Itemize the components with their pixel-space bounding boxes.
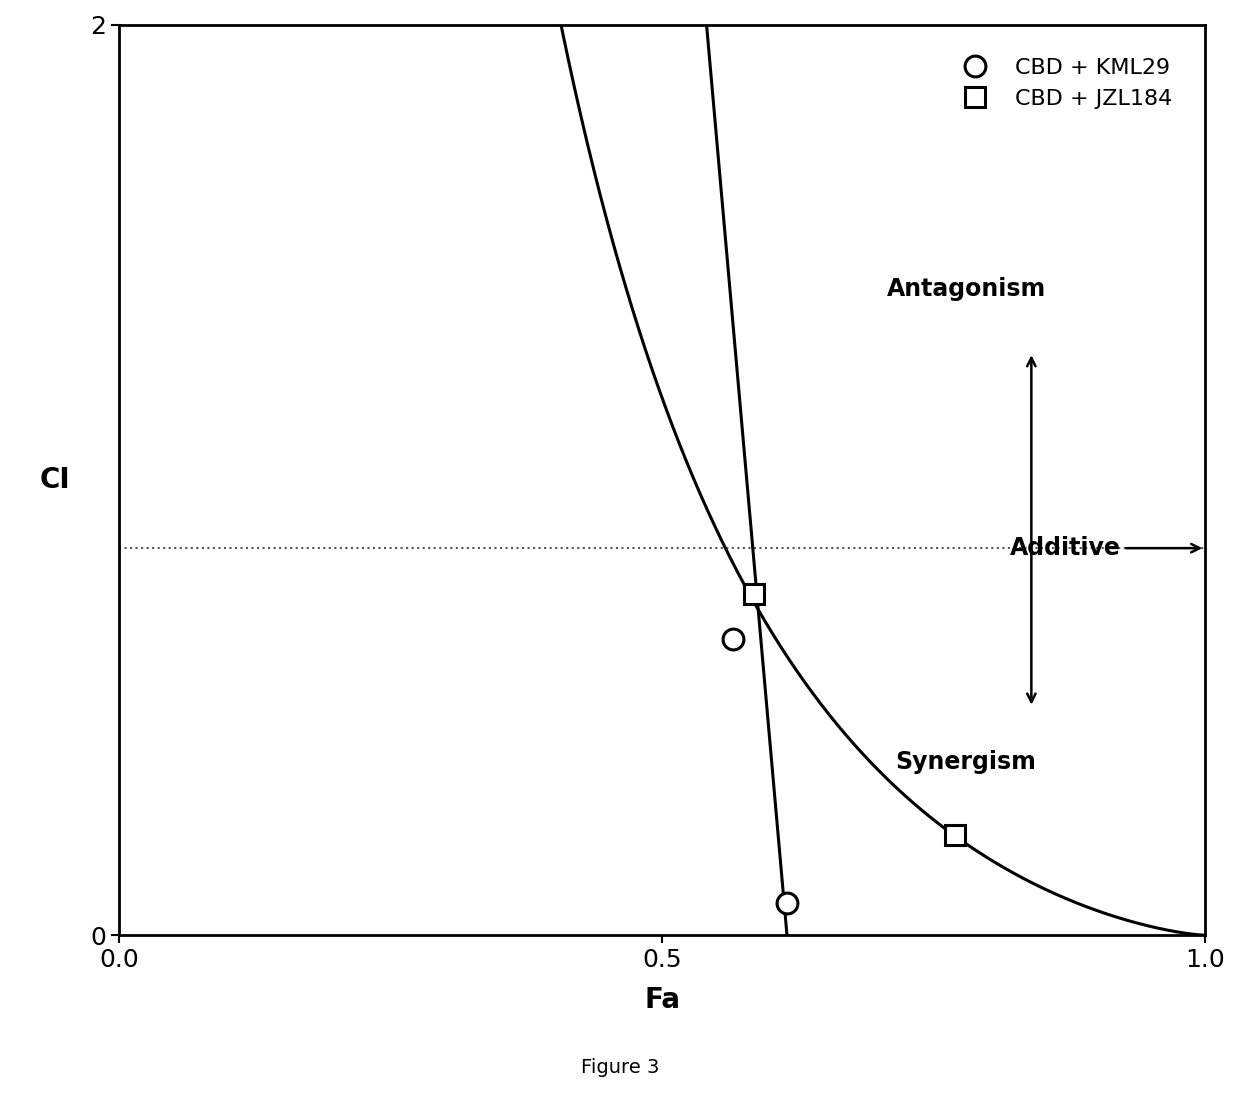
Text: Figure 3: Figure 3: [580, 1058, 660, 1077]
Legend: CBD + KML29, CBD + JZL184: CBD + KML29, CBD + JZL184: [930, 36, 1194, 131]
Text: Synergism: Synergism: [895, 750, 1037, 774]
Text: Antagonism: Antagonism: [887, 277, 1045, 301]
Text: Additive: Additive: [1009, 537, 1199, 561]
X-axis label: Fa: Fa: [644, 987, 680, 1014]
Y-axis label: CI: CI: [40, 465, 71, 494]
